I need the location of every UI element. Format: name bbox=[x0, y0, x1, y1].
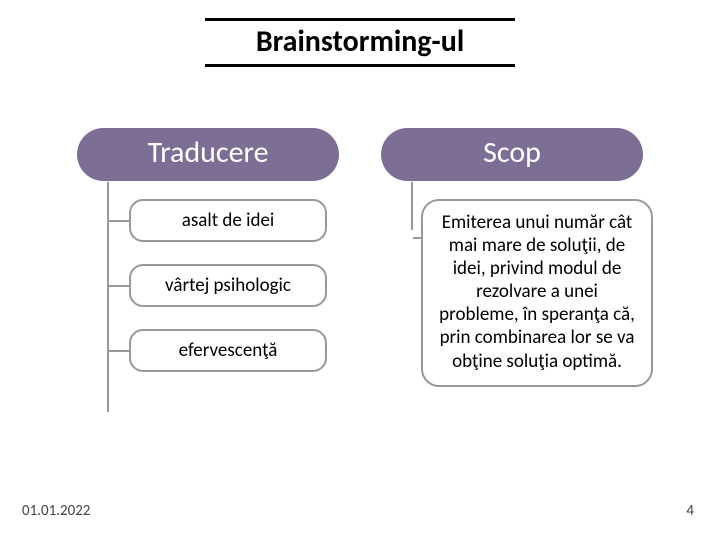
child-label: asalt de idei bbox=[182, 209, 275, 232]
child-label: efervescenţă bbox=[179, 339, 278, 362]
child-label: vârtej psihologic bbox=[165, 274, 291, 297]
child-node: vârtej psihologic bbox=[129, 264, 327, 307]
page-title: Brainstorming-ul bbox=[205, 21, 515, 64]
title-rule-bottom bbox=[205, 64, 515, 67]
column-header-traducere: Traducere bbox=[77, 128, 339, 181]
footer-date: 01.01.2022 bbox=[22, 502, 90, 520]
stem-traducere bbox=[107, 182, 109, 412]
column-scop: Scop Emiterea unui număr cât mai mare de… bbox=[381, 128, 643, 409]
column-header-scop: Scop bbox=[381, 128, 643, 181]
diagram-columns: Traducere asalt de idei vârtej psihologi… bbox=[0, 128, 720, 409]
column-traducere: Traducere asalt de idei vârtej psihologi… bbox=[77, 128, 339, 409]
child-label: Emiterea unui număr cât mai mare de solu… bbox=[439, 211, 635, 373]
title-block: Brainstorming-ul bbox=[205, 18, 515, 67]
child-node: Emiterea unui număr cât mai mare de solu… bbox=[421, 199, 653, 387]
child-node: asalt de idei bbox=[129, 199, 327, 242]
child-node: efervescenţă bbox=[129, 329, 327, 372]
stem-scop bbox=[411, 182, 413, 230]
footer-page-number: 4 bbox=[686, 502, 694, 520]
